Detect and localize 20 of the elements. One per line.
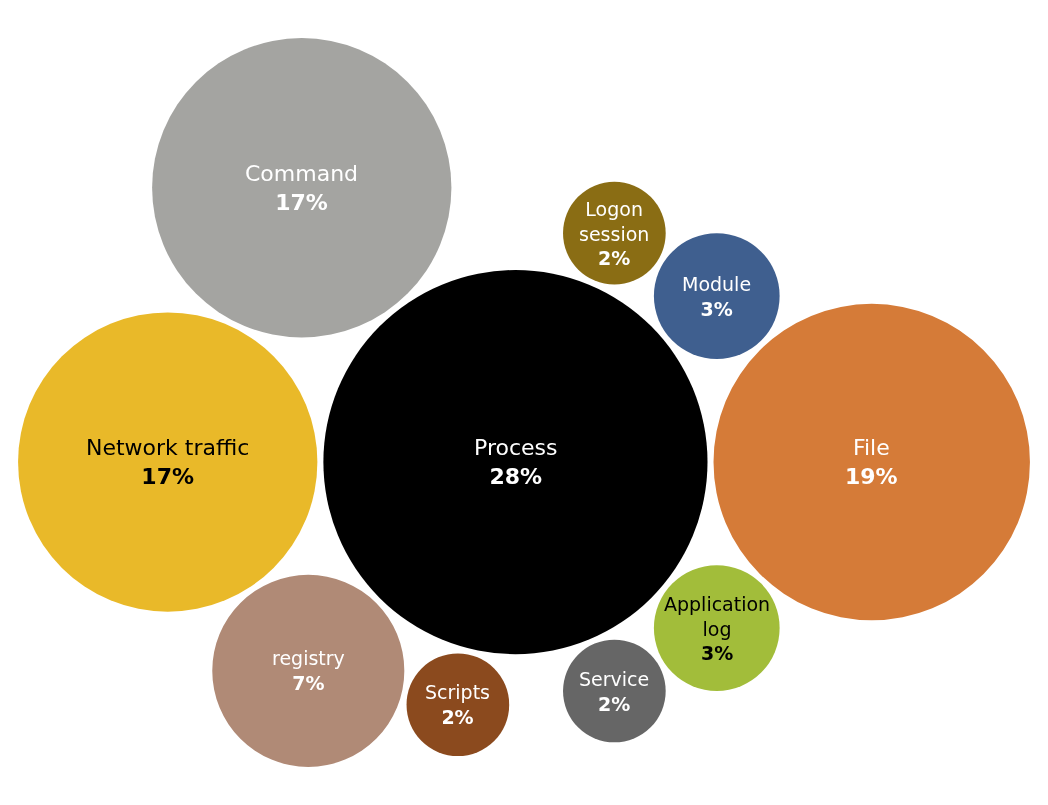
- category-label: Process: [474, 435, 558, 460]
- category-label: Scripts: [425, 681, 491, 703]
- category-label: registry: [272, 647, 345, 669]
- data-label: 2%: [597, 692, 631, 715]
- data-label: 3%: [700, 297, 733, 320]
- category-label: Network traffic: [86, 435, 250, 460]
- data-label: 3%: [700, 642, 734, 665]
- category-label: Application log: [664, 593, 771, 640]
- data-label: 19%: [845, 463, 898, 489]
- data-label: 2%: [441, 705, 474, 728]
- category-label: Module: [682, 273, 752, 295]
- category-label: File: [852, 435, 890, 460]
- data-label: 7%: [292, 671, 325, 694]
- data-label: 2%: [598, 247, 631, 270]
- data-label: 28%: [489, 463, 543, 489]
- category-label: Logon session: [579, 198, 650, 245]
- category-label: Service: [579, 668, 650, 690]
- category-label: Command: [245, 161, 359, 186]
- data-label: 17%: [141, 463, 195, 489]
- data-label: 17%: [275, 189, 328, 215]
